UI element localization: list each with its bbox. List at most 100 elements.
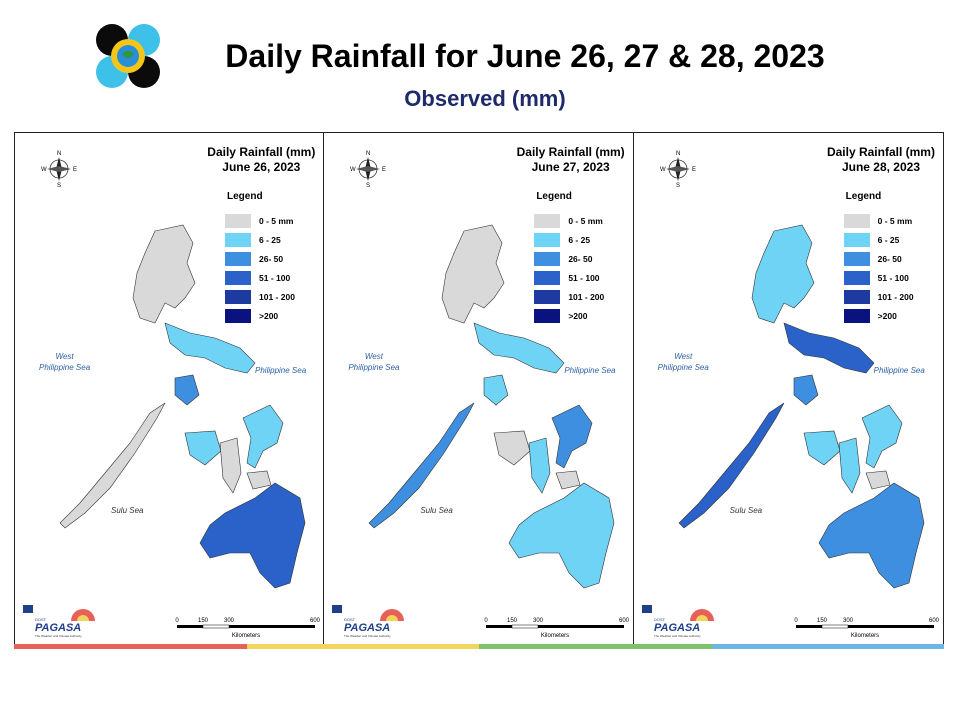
legend-swatch: [225, 251, 251, 266]
scale-bar: 0 150 300 600 Kilometers: [485, 618, 630, 639]
scale-tick-label: 600: [619, 618, 630, 624]
legend-label: 26- 50: [877, 253, 902, 264]
scale-unit-label: Kilometers: [232, 633, 260, 639]
panel-heading: Daily Rainfall (mm): [826, 145, 935, 159]
legend-item: 0 - 5 mm: [534, 211, 604, 230]
pagasa-wordmark: PAGASA: [344, 622, 390, 634]
province-region: [508, 482, 615, 589]
legend-item: 6 - 25: [534, 230, 604, 249]
legend-label: 101 - 200: [259, 291, 295, 302]
province-region: [818, 482, 924, 589]
compass-label-w: W: [660, 167, 666, 173]
pagasa-wordmark: PAGASA: [654, 622, 700, 634]
province-region: [219, 437, 242, 494]
compass-rose-icon: [356, 157, 381, 181]
legend-item: 0 - 5 mm: [225, 211, 295, 230]
dost-label: DOST: [35, 617, 47, 622]
scale-tick-label: 150: [817, 618, 828, 624]
province-region: [242, 404, 284, 469]
compass-label-n: N: [57, 151, 61, 157]
pagasa-tagline: The Weather and Climate Authority: [35, 634, 82, 638]
legend-swatch: [534, 251, 561, 266]
stripe-blue: [711, 644, 944, 649]
sea-label-sulu: Sulu Sea: [729, 506, 763, 515]
page-subtitle: Observed (mm): [404, 86, 566, 111]
province-region: [555, 470, 581, 490]
legend-item: >200: [534, 306, 604, 325]
legend-label: 0 - 5 mm: [877, 215, 913, 226]
province-region: [783, 322, 875, 374]
dost-label: DOST: [654, 617, 666, 622]
legend-item: 0 - 5 mm: [843, 211, 914, 230]
legend-label: 51 - 100: [877, 272, 909, 283]
legend-item: 101 - 200: [843, 287, 914, 306]
province-region: [442, 224, 505, 324]
legend-swatch: [843, 289, 870, 304]
province-region: [751, 224, 814, 324]
scale-tick-label: 150: [198, 618, 209, 624]
province-region: [184, 430, 222, 466]
province-region: [861, 404, 902, 469]
legend-title: Legend: [845, 191, 882, 202]
sea-label-west-philippine: West Philippine Sea: [657, 352, 709, 372]
philippines-rainfall-map: N S E W: [350, 151, 615, 589]
page-title: Daily Rainfall for June 26, 27 & 28, 202…: [225, 38, 825, 74]
compass-label-s: S: [366, 183, 370, 189]
compass-label-w: W: [350, 167, 356, 173]
legend-swatch: [534, 270, 561, 285]
scale-unit-label: Kilometers: [850, 633, 878, 639]
stripe-green: [479, 644, 712, 649]
map-panel-2: N S E W Daily Rainfall (mm) June 27, 2023 Lege…: [324, 133, 634, 647]
legend-swatch: [843, 270, 870, 285]
sea-label-philippine: Philippine Sea: [564, 366, 616, 375]
legend-title: Legend: [227, 191, 263, 202]
legend-item: >200: [843, 306, 914, 325]
panel-heading: Daily Rainfall (mm): [516, 145, 625, 159]
compass-label-e: E: [73, 167, 77, 173]
province-region: [484, 374, 509, 406]
province-region: [164, 322, 256, 374]
panel-title: Daily Rainfall (mm) June 26, 2023: [207, 145, 315, 175]
philippines-rainfall-map: N S E W: [41, 151, 306, 589]
scale-tick-label: 600: [310, 618, 321, 624]
pagasa-tagline: The Weather and Climate Authority: [344, 634, 391, 638]
legend-label: 26- 50: [259, 253, 284, 264]
province-region: [865, 470, 891, 490]
province-region: [473, 322, 565, 374]
legend-swatch: [843, 308, 870, 323]
legend-swatch: [534, 232, 561, 247]
sea-label-philippine: Philippine Sea: [255, 366, 307, 375]
province-region: [551, 404, 593, 469]
legend-item: 101 - 200: [534, 287, 604, 306]
compass-label-s: S: [676, 183, 680, 189]
map-panel-1: N S E W Daily Rainfall (mm) June 26, 2023 Lege…: [15, 133, 325, 647]
province-region: [838, 437, 860, 494]
legend-swatch: [534, 289, 561, 304]
legend-swatch: [534, 213, 561, 228]
scale-tick-label: 300: [224, 618, 235, 624]
legend-label: 6 - 25: [568, 234, 591, 245]
sea-label-sulu: Sulu Sea: [420, 506, 453, 515]
legend-item: 6 - 25: [225, 230, 295, 249]
legend-item: 51 - 100: [225, 268, 295, 287]
legend-item: 6 - 25: [843, 230, 914, 249]
legend-swatch: [534, 308, 561, 323]
stripe-yellow: [246, 644, 479, 649]
legend-item: 26- 50: [225, 249, 295, 268]
scale-tick-label: 0: [175, 618, 179, 624]
legend-label: >200: [877, 310, 897, 321]
legend-label: 6 - 25: [259, 234, 281, 245]
scale-tick-label: 600: [929, 618, 940, 624]
map-panel-3: N S E W Daily Rainfall (mm) June 28, 2023 Lege…: [634, 133, 943, 647]
legend-item: 101 - 200: [225, 287, 295, 306]
sea-label-sulu: Sulu Sea: [111, 506, 144, 515]
province-region: [368, 402, 475, 529]
legend-label: 101 - 200: [877, 291, 914, 302]
panel-title: Daily Rainfall (mm) June 28, 2023: [827, 145, 935, 175]
legend-label: 26- 50: [568, 253, 593, 264]
map-panels: N S E W Daily Rainfall (mm) June 26, 2023 Lege…: [14, 132, 944, 648]
pagasa-tagline: The Weather and Climate Authority: [654, 634, 701, 638]
province-region: [803, 430, 840, 466]
